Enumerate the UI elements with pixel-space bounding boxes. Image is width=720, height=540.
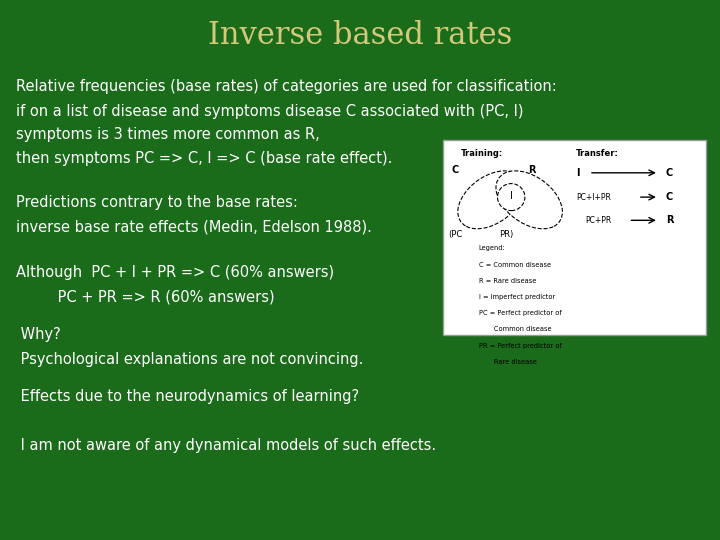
Text: Relative frequencies (base rates) of categories are used for classification:: Relative frequencies (base rates) of cat… [16, 79, 557, 94]
Text: Legend:: Legend: [479, 245, 505, 252]
Text: R: R [528, 165, 535, 175]
Text: Psychological explanations are not convincing.: Psychological explanations are not convi… [16, 352, 363, 367]
Text: I am not aware of any dynamical models of such effects.: I am not aware of any dynamical models o… [16, 438, 436, 453]
Text: PC+PR: PC+PR [585, 216, 611, 225]
Text: if on a list of disease and symptoms disease C associated with (PC, I): if on a list of disease and symptoms dis… [16, 104, 523, 119]
Text: PC + PR => R (60% answers): PC + PR => R (60% answers) [16, 289, 274, 305]
Text: Inverse based rates: Inverse based rates [208, 19, 512, 51]
Text: Although  PC + I + PR => C (60% answers): Although PC + I + PR => C (60% answers) [16, 265, 334, 280]
Text: Predictions contrary to the base rates:: Predictions contrary to the base rates: [16, 195, 297, 210]
Text: PR): PR) [499, 231, 513, 239]
Text: Effects due to the neurodynamics of learning?: Effects due to the neurodynamics of lear… [16, 389, 359, 404]
Text: Training:: Training: [461, 150, 503, 158]
Text: R = Rare disease: R = Rare disease [479, 278, 536, 284]
Ellipse shape [496, 171, 562, 229]
Text: R: R [666, 215, 673, 225]
Text: I: I [576, 168, 580, 178]
FancyBboxPatch shape [443, 140, 706, 335]
Ellipse shape [498, 184, 525, 211]
Text: (PC: (PC [449, 231, 463, 239]
Text: C: C [451, 165, 459, 175]
Text: Common disease: Common disease [479, 326, 552, 333]
Text: PC = Perfect predictor of: PC = Perfect predictor of [479, 310, 562, 316]
Ellipse shape [458, 171, 524, 229]
Text: Rare disease: Rare disease [479, 359, 536, 365]
Text: I: I [510, 191, 513, 201]
Text: C: C [666, 168, 673, 178]
Text: Transfer:: Transfer: [576, 150, 619, 158]
Text: PR = Perfect predictor of: PR = Perfect predictor of [479, 342, 562, 349]
Text: PC+I+PR: PC+I+PR [576, 193, 611, 201]
Text: C = Common disease: C = Common disease [479, 261, 551, 268]
Text: Why?: Why? [16, 327, 60, 342]
Text: I = Imperfect predictor: I = Imperfect predictor [479, 294, 555, 300]
Text: then symptoms PC => C, I => C (base rate effect).: then symptoms PC => C, I => C (base rate… [16, 151, 392, 166]
Text: C: C [666, 192, 673, 202]
Text: symptoms is 3 times more common as R,: symptoms is 3 times more common as R, [16, 127, 320, 143]
Text: inverse base rate effects (Medin, Edelson 1988).: inverse base rate effects (Medin, Edelso… [16, 219, 372, 234]
